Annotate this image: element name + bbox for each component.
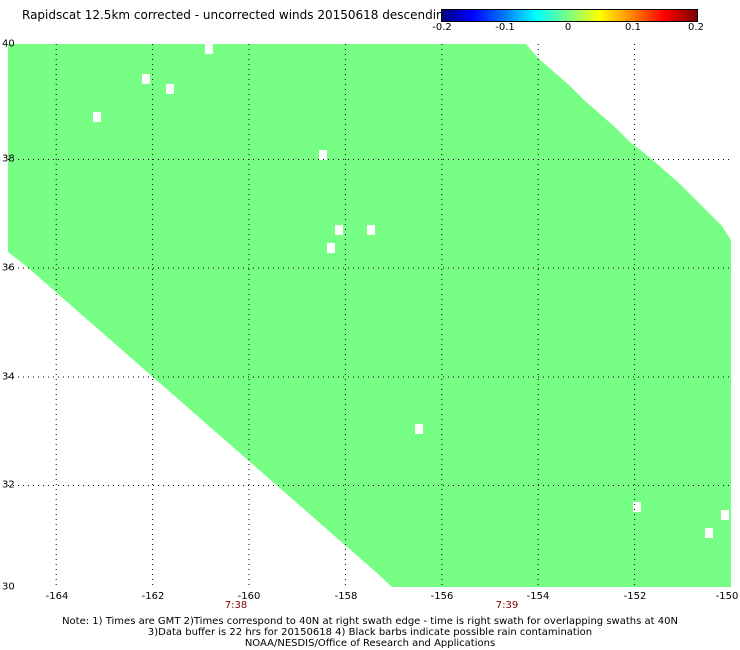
latitude-label: 40 xyxy=(2,38,15,50)
footnote-credit: NOAA/NESDIS/Office of Research and Appli… xyxy=(244,638,496,649)
longitude-label: -154 xyxy=(526,591,550,602)
colorbar-tick-label: 0.1 xyxy=(625,22,641,33)
missing-data-cell xyxy=(721,510,729,520)
missing-data-cell xyxy=(367,225,375,235)
missing-data-cell xyxy=(205,44,213,54)
latitude-label: 38 xyxy=(2,153,15,165)
missing-data-cell xyxy=(415,424,423,434)
longitude-label: -162 xyxy=(141,591,165,602)
missing-data-cells xyxy=(93,44,729,538)
graticule xyxy=(8,44,731,587)
swath-area xyxy=(8,44,731,587)
colorbar-tick-label: -0.1 xyxy=(495,22,515,33)
latitude-label: 36 xyxy=(2,262,15,274)
colorbar-tick-label: -0.2 xyxy=(432,22,452,33)
map-title: Rapidscat 12.5km corrected - uncorrected… xyxy=(22,8,452,22)
footnote-line: 3)Data buffer is 22 hrs for 20150618 4) … xyxy=(147,627,593,638)
missing-data-cell xyxy=(633,502,641,512)
longitude-label: -164 xyxy=(45,591,69,602)
longitude-label: -150 xyxy=(715,591,739,602)
colorbar xyxy=(441,9,698,22)
missing-data-cell xyxy=(142,74,150,84)
missing-data-cell xyxy=(319,150,327,160)
missing-data-cell xyxy=(335,225,343,235)
longitude-label: -152 xyxy=(623,591,647,602)
longitude-label: -160 xyxy=(237,591,261,602)
missing-data-cell xyxy=(93,112,101,122)
missing-data-cell xyxy=(327,243,335,253)
colorbar-tick-label: 0 xyxy=(564,22,572,33)
latitude-label: 30 xyxy=(2,581,15,593)
footnote-line: Note: 1) Times are GMT 2)Times correspon… xyxy=(62,616,678,627)
missing-data-cell xyxy=(166,84,174,94)
latitude-label: 34 xyxy=(2,371,15,383)
swath-time-label: 7:39 xyxy=(495,600,519,611)
latitude-label: 32 xyxy=(2,479,15,491)
colorbar-tick-label: 0.2 xyxy=(688,22,704,33)
longitude-label: -158 xyxy=(334,591,358,602)
longitude-label: -156 xyxy=(430,591,454,602)
swath-time-label: 7:38 xyxy=(224,600,248,611)
wind-difference-map xyxy=(8,44,731,587)
missing-data-cell xyxy=(705,528,713,538)
